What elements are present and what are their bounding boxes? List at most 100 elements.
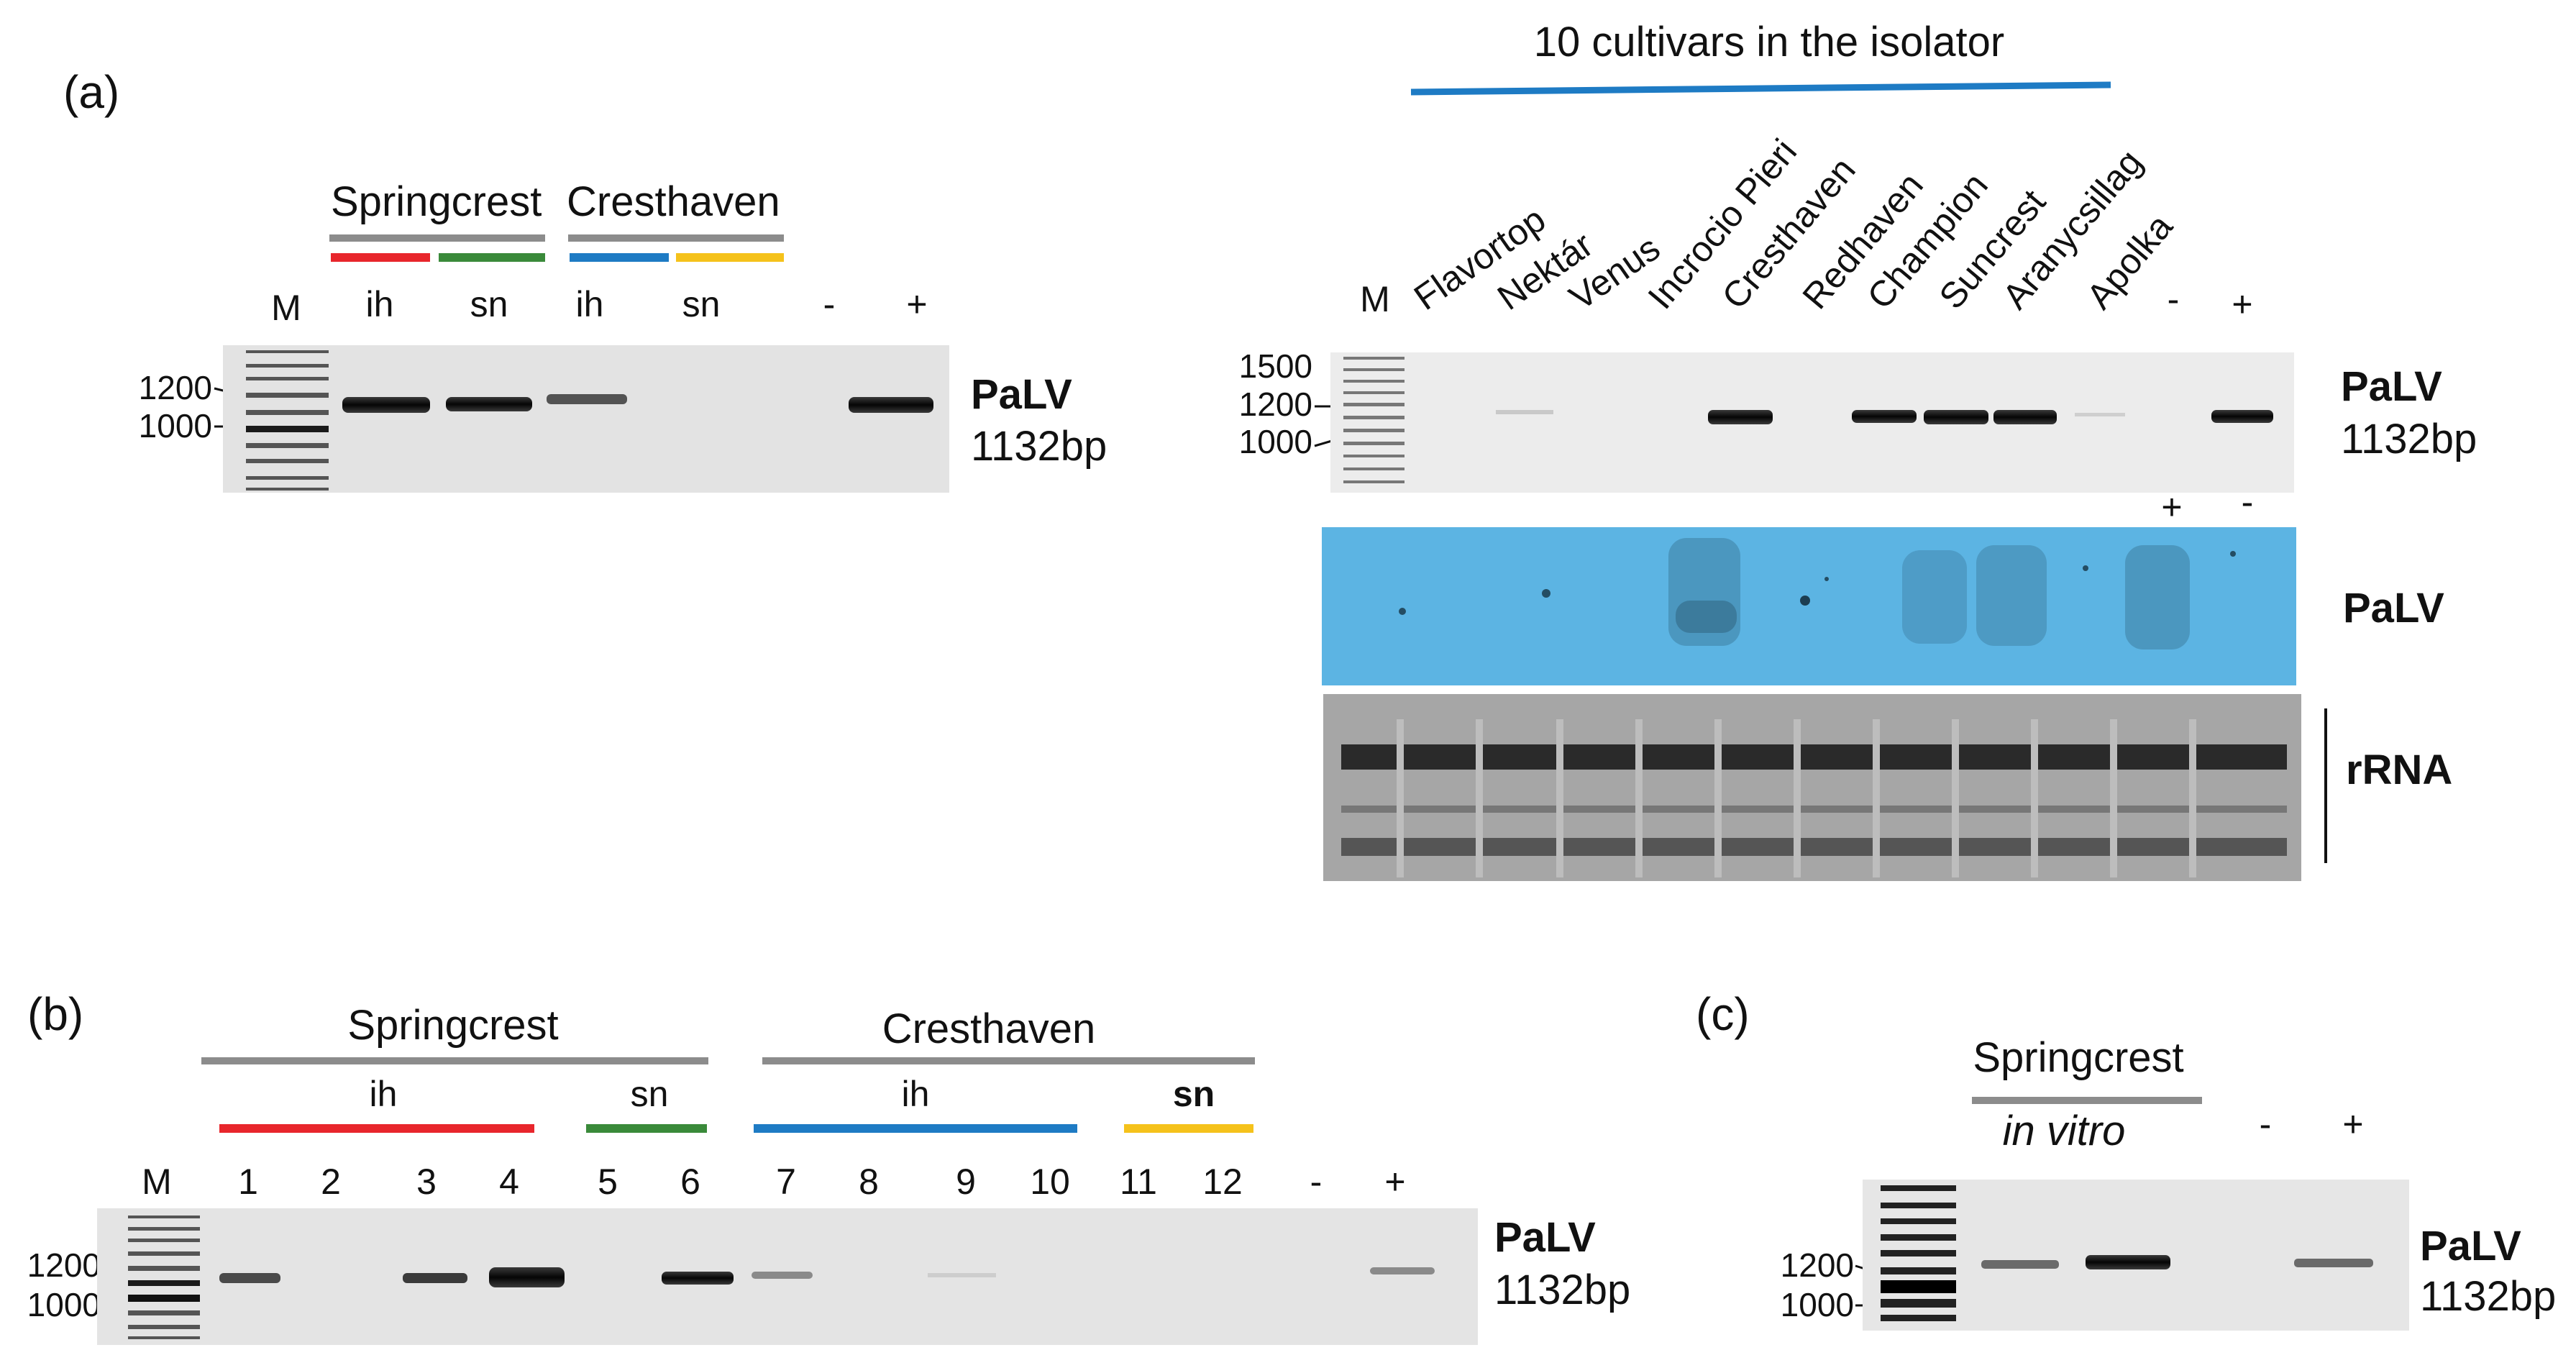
ladder-a-right [1343,357,1405,483]
virus-label: PaLV [971,371,1072,418]
marker-label-1200: 1200 [1239,386,1312,423]
amplicon-size-label: 1132bp [2341,416,2477,462]
marker-label-1000: 1000 [139,407,212,444]
lane-label-11: 11 [1120,1162,1157,1202]
blot-smears [1399,538,2236,649]
lane-label-6: 6 [680,1162,700,1202]
lane-label-1: 1 [238,1162,258,1202]
isolator-title-line [1410,81,2111,96]
band-cresthaven-ih [547,394,627,404]
band-springcrest-ih [342,397,430,413]
panel-b: (b) Springcrest Cresthaven ih sn ih sn M… [27,988,1630,1345]
lane-label-negative: - [2168,279,2180,319]
marker-label-1500: 1500 [1239,347,1312,385]
panel-c-label: (c) [1696,988,1750,1040]
band-apolka-faint [2075,413,2125,416]
lane-label-m: M [1360,279,1390,319]
group-line-springcrest [201,1057,708,1064]
underline-sn-springcrest [439,253,545,262]
lane-label-sn: sn [682,284,721,324]
amplicon-size-label: 1132bp [1494,1267,1630,1313]
underline-ih-cresthaven [570,253,669,262]
marker-label-1000: 1000 [1781,1286,1854,1323]
lane-label-8: 8 [859,1162,879,1202]
underline-sn-cresthaven [1124,1124,1253,1133]
lane-label-negative: - [1310,1162,1323,1202]
virus-label: PaLV [1494,1214,1596,1261]
marker-label-1200: 1200 [139,369,212,406]
band-lane-9-faint [928,1273,996,1277]
lane-label-ih: ih [366,284,394,324]
band-lane-3 [403,1273,467,1283]
panel-a-left-gel-group: Springcrest Cresthaven M ih sn ih sn - +… [139,178,1107,493]
gel-image-a-right [1330,352,2294,493]
underline-sn-springcrest [586,1124,707,1133]
lane-label-positive: + [906,284,927,324]
group-line-cresthaven [762,1057,1255,1064]
lane-label-ih: ih [576,284,604,324]
band-lane-4 [489,1267,565,1287]
group-line-springcrest [329,234,545,242]
amplicon-size-label: 1132bp [2420,1273,2556,1320]
subgroup-label-ih: ih [902,1074,930,1114]
panel-a-label: (a) [63,66,119,118]
band-in-vitro-2 [2086,1255,2170,1269]
lane-label-m: M [271,288,301,328]
group-label-springcrest: Springcrest [1973,1034,2183,1081]
group-label-springcrest: Springcrest [347,1002,558,1049]
underline-ih-springcrest [331,253,430,262]
group-label-cresthaven: Cresthaven [882,1005,1096,1052]
band-in-vitro-1 [1981,1260,2059,1269]
group-label-springcrest: Springcrest [331,178,542,225]
panel-b-label: (b) [27,988,83,1040]
lane-label-5: 5 [598,1162,618,1202]
virus-label: PaLV [2341,363,2442,410]
lane-label-3: 3 [416,1162,437,1202]
underline-sn-cresthaven [676,253,784,262]
band-lane-1 [219,1273,280,1283]
rrna-label: rRNA [2346,747,2452,793]
lane-label-12: 12 [1202,1162,1243,1202]
band-nektar-faint [1496,410,1553,414]
blot-control-positive: + [2161,487,2182,527]
band-positive-control [2211,410,2273,423]
subgroup-label-ih: ih [370,1074,398,1114]
ladder-b [128,1216,200,1339]
lane-label-10: 10 [1030,1162,1070,1202]
group-label-cresthaven: Cresthaven [567,178,780,225]
blot-control-negative: - [2242,482,2254,522]
band-cresthaven [1708,410,1773,424]
lane-label-negative: - [823,284,836,324]
lane-labels-b: M 1 2 3 4 5 6 7 8 9 10 11 12 - + [142,1162,1405,1202]
ladder-c [1881,1185,1956,1321]
band-lane-7 [752,1272,813,1279]
lane-label-positive: + [2342,1104,2363,1144]
marker-label-1200: 1200 [27,1246,101,1284]
underline-ih-springcrest [219,1124,534,1133]
marker-label-1200: 1200 [1781,1246,1854,1284]
group-line-springcrest [1972,1097,2202,1104]
lane-label-sn: sn [470,284,508,324]
lane-label-4: 4 [499,1162,519,1202]
marker-label-1000: 1000 [27,1286,101,1323]
blot-virus-label: PaLV [2343,585,2444,631]
panel-a: (a) Springcrest Cresthaven M ih sn ih sn… [63,19,2477,881]
lane-label-7: 7 [776,1162,796,1202]
group-line-cresthaven [568,234,784,242]
band-positive-control [2294,1259,2373,1267]
band-positive-control [1370,1267,1435,1274]
marker-label-1000: 1000 [1239,423,1312,460]
gel-image-a-left [223,345,949,493]
rrna-bands [1341,719,2287,877]
panel-c: (c) Springcrest in vitro - + 1200 1000 P… [1696,988,2556,1331]
virus-label: PaLV [2420,1223,2521,1269]
band-aranycsillag [1993,410,2057,424]
band-champion [1852,410,1917,423]
band-springcrest-sn [446,397,532,411]
underline-ih-cresthaven [754,1124,1077,1133]
isolator-title: 10 cultivars in the isolator [1534,19,2004,65]
band-lane-6 [662,1272,734,1285]
subgroup-label-in-vitro: in vitro [2003,1108,2126,1154]
band-positive-control [849,397,933,413]
